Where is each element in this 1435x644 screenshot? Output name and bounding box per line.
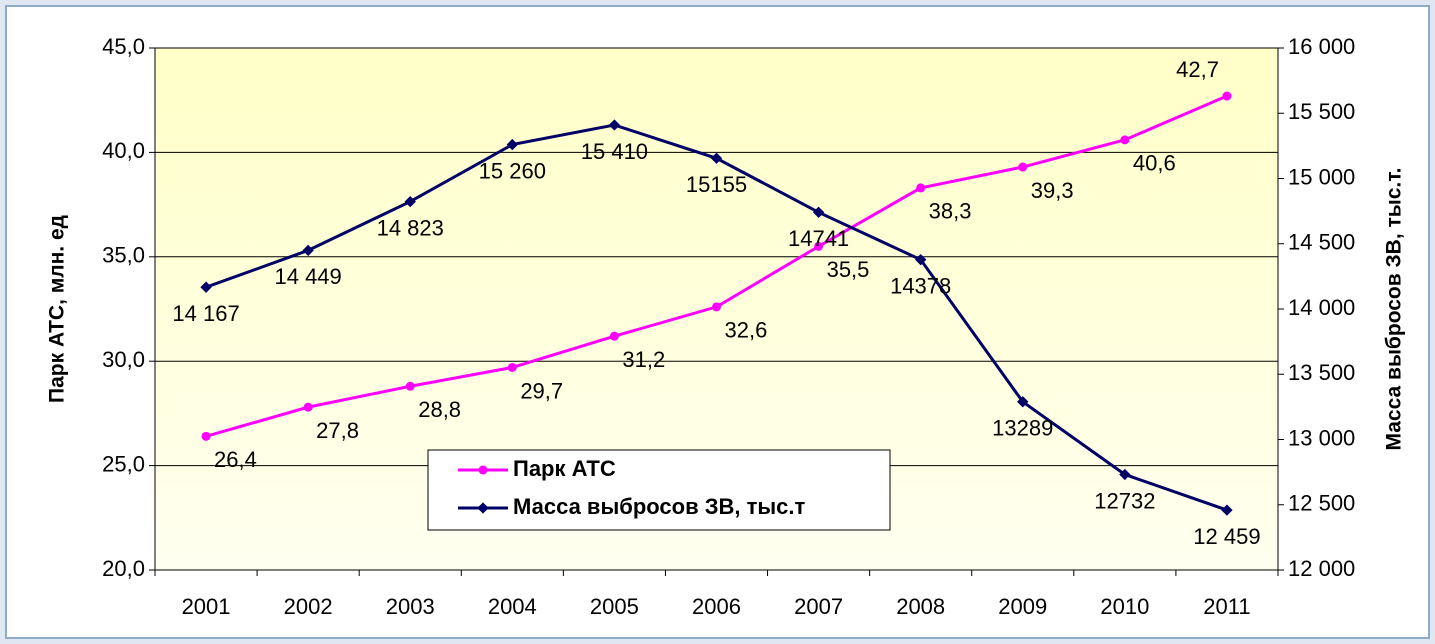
point <box>1222 91 1232 101</box>
x-tick-label: 2005 <box>590 594 639 619</box>
x-tick-label: 2006 <box>692 594 741 619</box>
point <box>507 362 517 372</box>
y2-tick-label: 14 500 <box>1288 230 1355 255</box>
point <box>303 402 313 412</box>
value-label: 28,8 <box>418 397 461 422</box>
value-label: 14 449 <box>274 264 341 289</box>
point <box>916 183 926 193</box>
value-label: 13289 <box>992 416 1053 441</box>
point <box>1018 162 1028 172</box>
point <box>506 138 518 151</box>
value-label: 39,3 <box>1031 178 1074 203</box>
value-label: 35,5 <box>827 257 870 282</box>
x-tick-label: 2010 <box>1100 594 1149 619</box>
legend-label: Масса выбросов ЗВ, тыс.т <box>513 494 806 519</box>
point <box>609 331 619 341</box>
value-label: 14741 <box>788 226 849 251</box>
y-tick-label: 40,0 <box>102 138 145 163</box>
value-label: 12 459 <box>1193 524 1260 549</box>
point <box>1017 396 1029 408</box>
point <box>1119 468 1131 481</box>
legend-label: Парк АТС <box>513 456 616 481</box>
y-tick-label: 45,0 <box>102 34 145 59</box>
point <box>712 302 721 312</box>
y2-axis-title: Масса выбросов ЗВ, тыс.т. <box>1383 168 1406 451</box>
value-label: 38,3 <box>929 199 972 224</box>
point <box>814 241 824 251</box>
y-tick-label: 30,0 <box>102 347 145 372</box>
y2-tick-label: 12 000 <box>1288 556 1355 581</box>
x-tick-label: 2011 <box>1203 594 1250 619</box>
y2-tick-label: 16 000 <box>1288 34 1355 59</box>
y-axis-title: Парк АТС, млн. ед <box>46 215 69 403</box>
y-tick-label: 20,0 <box>102 556 145 581</box>
x-tick-label: 2007 <box>794 594 843 619</box>
point <box>1221 504 1233 516</box>
point <box>302 244 314 257</box>
legend-marker <box>478 465 488 475</box>
value-label: 14378 <box>890 273 951 298</box>
value-label: 27,8 <box>316 418 359 443</box>
point <box>404 195 416 208</box>
x-tick-label: 2001 <box>182 594 231 619</box>
x-tick-label: 2008 <box>896 594 945 619</box>
value-label: 40,6 <box>1133 151 1176 176</box>
x-tick-label: 2003 <box>386 594 435 619</box>
y-tick-label: 25,0 <box>102 451 145 476</box>
value-label: 29,7 <box>520 378 563 403</box>
value-label: 32,6 <box>725 318 768 343</box>
x-tick-label: 2002 <box>284 594 333 619</box>
value-label: 31,2 <box>622 347 665 372</box>
value-label: 14 823 <box>377 215 444 240</box>
y2-tick-label: 13 000 <box>1288 425 1355 450</box>
point <box>405 381 415 391</box>
y2-tick-label: 14 000 <box>1288 295 1355 320</box>
y2-tick-label: 15 500 <box>1288 99 1355 124</box>
value-label: 12732 <box>1094 488 1155 513</box>
point <box>1120 135 1130 145</box>
value-label: 14 167 <box>172 301 239 326</box>
value-label: 15155 <box>686 172 747 197</box>
value-label: 42,7 <box>1176 57 1219 82</box>
legend-marker <box>477 502 489 514</box>
y2-tick-label: 12 500 <box>1288 491 1355 516</box>
value-label: 15 410 <box>581 139 648 164</box>
point <box>812 206 825 218</box>
x-tick-label: 2009 <box>998 594 1047 619</box>
value-label: 15 260 <box>479 158 546 183</box>
y2-tick-label: 15 000 <box>1288 164 1355 189</box>
value-label: 26,4 <box>214 447 257 472</box>
point <box>200 281 212 293</box>
legend-box <box>427 449 891 531</box>
point <box>710 152 723 164</box>
x-tick-label: 2004 <box>488 594 537 619</box>
y-tick-label: 35,0 <box>102 243 145 268</box>
point <box>201 431 211 441</box>
y2-tick-label: 13 500 <box>1288 360 1355 385</box>
